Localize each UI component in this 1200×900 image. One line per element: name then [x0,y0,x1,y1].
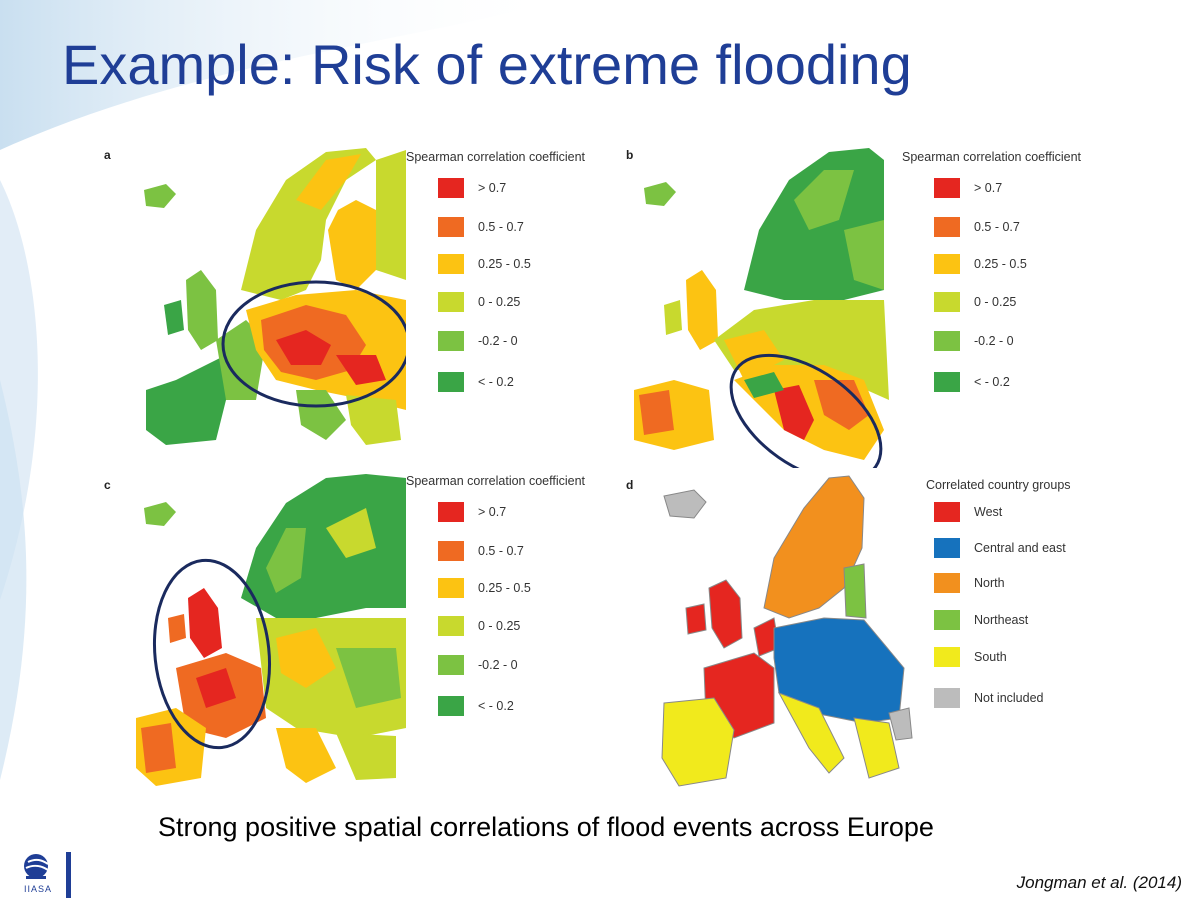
map-panel-b: b Spearman correlation coefficient > 0.7… [614,140,1130,480]
legend-b: Spearman correlation coefficient > 0.7 0… [902,150,1130,410]
panel-letter-c: c [104,478,111,492]
legend-c: Spearman correlation coefficient > 0.7 0… [406,474,614,734]
iiasa-logo [24,854,49,879]
legend-title: Spearman correlation coefficient [406,474,586,488]
map-panel-c: c Spearman correlation coefficient > 0.7… [76,468,614,794]
europe-country-groups-map [661,475,913,787]
logo-text: IIASA [24,884,53,894]
legend-title: Correlated country groups [926,478,1071,492]
europe-map-c [136,474,406,786]
map-panel-a: a Spearman correlation coefficient > 0.7… [76,140,614,460]
map-panel-d: d Correlated country groups West Central… [614,468,1130,794]
legend-d: Correlated country groups West Central a… [926,478,1130,718]
panel-letter-d: d [626,478,634,492]
citation: Jongman et al. (2014) [1016,873,1182,892]
europe-map-a [144,148,406,445]
slide-caption: Strong positive spatial correlations of … [158,812,934,842]
europe-map-b [634,148,889,480]
panel-letter-a: a [104,148,111,162]
slide-title: Example: Risk of extreme flooding [62,33,912,96]
panel-letter-b: b [626,148,634,162]
logo-divider [66,852,71,898]
legend-title: Spearman correlation coefficient [902,150,1082,164]
legend-title: Spearman correlation coefficient [406,150,586,164]
legend-a: Spearman correlation coefficient > 0.7 0… [406,150,614,410]
